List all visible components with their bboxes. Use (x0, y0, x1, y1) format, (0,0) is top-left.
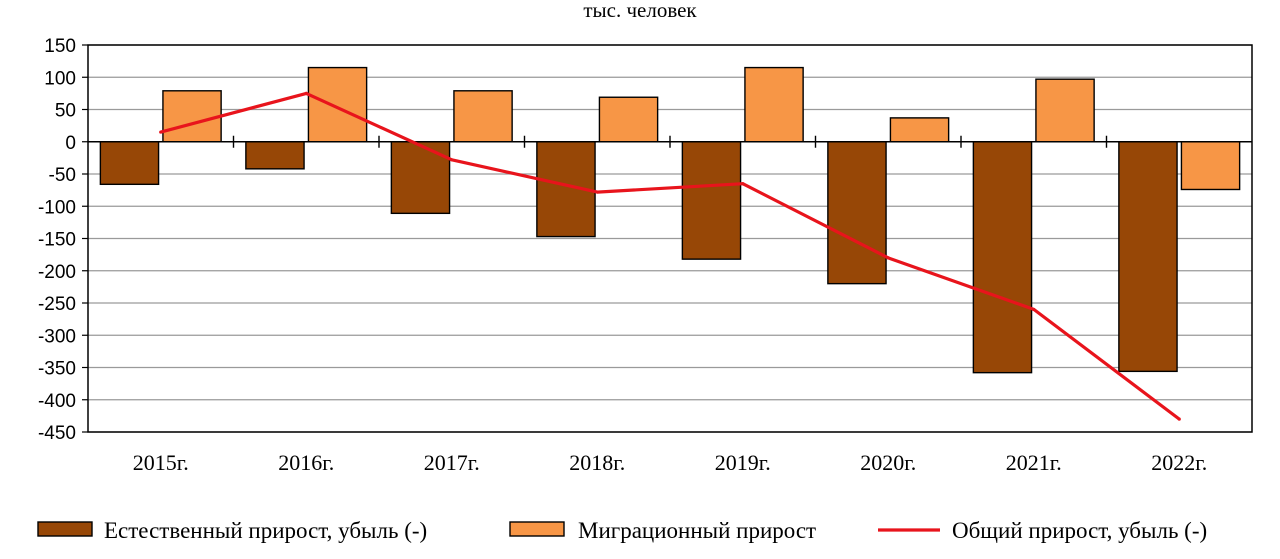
legend-swatch (37, 521, 93, 537)
bar-natural-growth (681, 141, 742, 260)
x-category-label: 2017г. (424, 450, 480, 475)
bar-natural-growth (245, 141, 305, 170)
bar-natural-growth (972, 141, 1033, 374)
line-point (1177, 417, 1181, 421)
axes (82, 44, 1253, 433)
x-category-label: 2021г. (1006, 450, 1062, 475)
chart-title: тыс. человек (583, 0, 697, 22)
line-point (304, 91, 308, 95)
y-tick-label: 50 (55, 101, 76, 122)
bar-natural-growth (1118, 141, 1178, 373)
bar-migration-growth (889, 117, 950, 143)
total-line-layer (159, 91, 1181, 421)
y-tick-label: -100 (38, 197, 76, 218)
x-category-label: 2016г. (278, 450, 334, 475)
y-tick-label: -250 (38, 294, 76, 315)
legend-label: Миграционный прирост (578, 518, 816, 543)
legend-label: Естественный прирост, убыль (-) (104, 518, 427, 543)
y-tick-label: 0 (65, 133, 76, 154)
bar-migration-growth (307, 66, 368, 143)
y-tick-label: -150 (38, 230, 76, 251)
bar-natural-growth (390, 141, 451, 215)
x-category-label: 2022г. (1151, 450, 1207, 475)
line-point (1032, 307, 1036, 312)
x-category-label: 2018г. (569, 450, 625, 475)
y-tick-label: -350 (38, 359, 76, 380)
bar-migration-growth (598, 96, 659, 143)
line-point (595, 190, 599, 194)
bars (99, 66, 1241, 374)
y-tick-label: 150 (44, 36, 76, 57)
x-axis-category-labels: 2015г. 2016г. 2017г. 2018г. 2019г. 2020г. 2021… (133, 450, 1208, 475)
y-tick-label: -400 (38, 391, 76, 412)
bar-migration-growth (1035, 78, 1095, 143)
line-point (159, 130, 163, 134)
x-category-label: 2020г. (860, 450, 916, 475)
plot-frame (87, 44, 1253, 433)
line-point (886, 256, 890, 260)
line-point (450, 158, 454, 162)
y-tick-label: 100 (44, 68, 76, 89)
y-axis-tick-labels: 150 100 50 0 -50 -100 -150 -200 -250 -300 -350 -400… (38, 36, 76, 444)
x-category-label: 2015г. (133, 450, 189, 475)
bar-migration-growth (1180, 141, 1241, 191)
bar-natural-growth (99, 141, 160, 186)
legend-label: Общий прирост, убыль (-) (952, 518, 1207, 543)
bar-migration-growth (744, 66, 804, 143)
y-tick-label: -50 (49, 165, 76, 186)
line-point (741, 182, 745, 186)
y-tick-label: -200 (38, 262, 76, 283)
y-tick-label: -300 (38, 326, 76, 347)
legend-swatch (509, 521, 565, 537)
bar-natural-growth (827, 141, 887, 285)
bar-migration-growth (162, 90, 222, 143)
legend: Естественный прирост, убыль (-) Миграцион… (37, 518, 1207, 543)
y-tick-label: -450 (38, 423, 76, 444)
line-total-growth (160, 91, 1181, 421)
bar-migration-growth (453, 90, 513, 143)
x-category-label: 2019г. (715, 450, 771, 475)
